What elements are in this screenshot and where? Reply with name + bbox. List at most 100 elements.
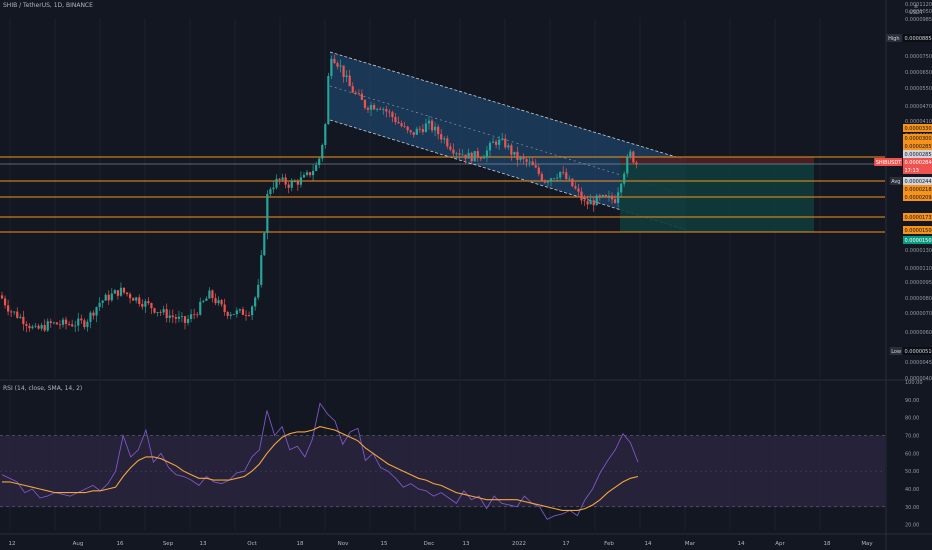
candle	[446, 135, 449, 149]
candle	[522, 153, 525, 165]
candle	[568, 175, 571, 181]
candle	[385, 105, 388, 118]
candle-body	[308, 172, 312, 176]
candle	[635, 160, 638, 169]
candle	[299, 171, 302, 188]
candle-body	[394, 117, 397, 123]
candle-body	[498, 139, 501, 145]
descending-channel	[330, 52, 686, 230]
candle	[89, 310, 92, 329]
candle	[135, 296, 138, 304]
candle	[495, 139, 498, 149]
candle	[519, 155, 522, 163]
candle-body	[107, 294, 110, 301]
candle-body	[71, 324, 74, 327]
candle	[168, 309, 171, 323]
rsi-tick-label: 80.00	[905, 416, 919, 422]
candle	[104, 293, 107, 301]
candle	[357, 89, 360, 95]
candle	[607, 190, 611, 202]
candle-body	[357, 93, 360, 94]
candle-body	[46, 321, 49, 331]
candle	[156, 311, 159, 317]
candle-body	[260, 255, 263, 285]
candle-body	[190, 314, 193, 319]
candle	[275, 174, 278, 190]
candle-body	[540, 173, 543, 181]
candle-body	[467, 152, 470, 159]
candle	[147, 297, 150, 305]
candle-body	[49, 321, 52, 323]
candle-body	[86, 321, 89, 328]
candle	[58, 320, 62, 330]
candle	[373, 102, 376, 110]
time-tick-label: 17	[563, 541, 570, 547]
candle	[16, 307, 19, 319]
time-tick-label: 13	[463, 541, 470, 547]
candle-body	[223, 304, 226, 312]
candle-body	[64, 319, 68, 324]
candle-body	[461, 154, 464, 156]
candle-body	[141, 303, 144, 307]
candle	[418, 125, 421, 133]
candle	[287, 182, 290, 194]
candle-body	[342, 65, 345, 78]
candle-body	[427, 120, 431, 124]
candle-body	[522, 157, 525, 160]
price-badge-bg	[903, 142, 932, 150]
candle-body	[31, 326, 34, 329]
candle	[46, 318, 49, 333]
price-badge-prefix-bg	[874, 158, 902, 166]
candle-body	[22, 316, 25, 325]
candle	[345, 70, 348, 82]
candle-body	[7, 305, 10, 312]
price-badge-prefix-bg	[889, 177, 902, 185]
price-badge-white: 0.00002858	[903, 150, 932, 158]
candle	[229, 312, 232, 320]
candle	[623, 171, 626, 187]
candle	[556, 173, 559, 181]
candle	[95, 306, 98, 323]
candle	[144, 299, 147, 313]
candle	[479, 156, 482, 162]
time-tick-label: May	[861, 541, 873, 547]
candle	[308, 171, 312, 178]
candle	[83, 318, 86, 330]
candle	[376, 107, 379, 112]
candle-body	[513, 151, 516, 155]
candle-body	[446, 138, 449, 147]
price-badge-bg	[903, 177, 932, 185]
candle	[150, 302, 153, 315]
candle-body	[165, 309, 168, 319]
candle-body	[519, 157, 522, 160]
price-badge-orange: 0.00001500	[903, 226, 932, 234]
candle	[266, 190, 269, 240]
candle	[177, 310, 180, 323]
candle-body	[52, 322, 55, 324]
candle	[290, 178, 293, 192]
candle	[31, 324, 34, 330]
candle-body	[379, 108, 382, 110]
candle	[162, 305, 165, 316]
candle-body	[122, 287, 126, 293]
candle	[409, 129, 412, 135]
candle-body	[132, 298, 135, 301]
candle-body	[251, 306, 254, 316]
candle	[543, 179, 546, 184]
candle	[629, 149, 632, 160]
candle	[223, 298, 226, 316]
candle-body	[482, 157, 485, 159]
candle-body	[156, 312, 159, 313]
currency-label[interactable]: ≡ USDT	[905, 4, 927, 16]
time-tick-label: 13	[200, 541, 207, 547]
candle-body	[504, 138, 507, 148]
price-badge-value: 17:13	[905, 168, 919, 174]
candle	[415, 126, 418, 136]
candle-body	[125, 292, 129, 295]
candle	[232, 313, 235, 315]
candle-body	[10, 311, 13, 313]
candle	[354, 90, 357, 96]
candle	[55, 321, 58, 325]
